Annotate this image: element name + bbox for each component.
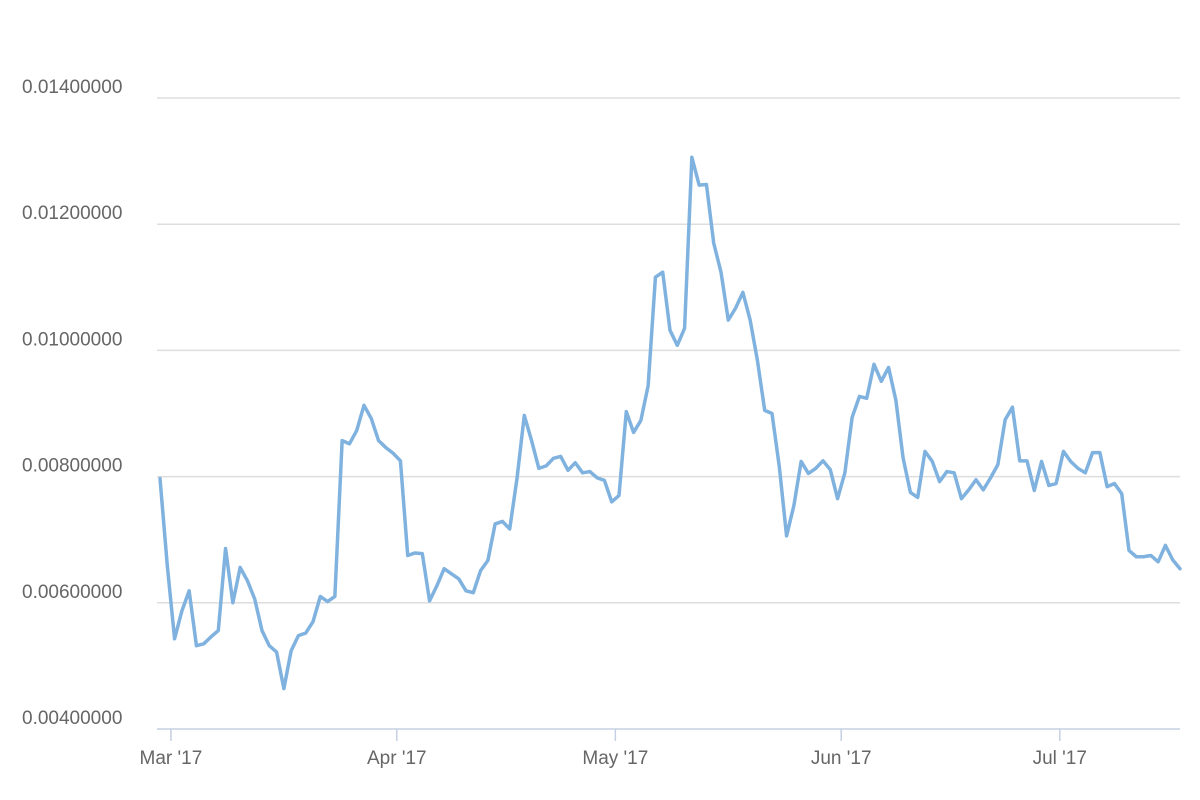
y-tick-label: 0.00400000 — [22, 708, 122, 729]
data-line — [158, 155, 1182, 691]
y-tick-label: 0.01200000 — [22, 203, 122, 224]
x-tick-label: Mar '17 — [140, 748, 203, 769]
x-tick-label: Jun '17 — [811, 748, 872, 769]
y-tick-label: 0.00800000 — [22, 456, 122, 477]
y-tick-label: 0.01000000 — [22, 329, 122, 350]
x-tick-label: Apr '17 — [367, 748, 427, 769]
x-tick-label: May '17 — [582, 748, 648, 769]
x-tick-label: Jul '17 — [1033, 748, 1087, 769]
y-tick-label: 0.00600000 — [22, 582, 122, 603]
y-tick-label: 0.01400000 — [22, 77, 122, 98]
